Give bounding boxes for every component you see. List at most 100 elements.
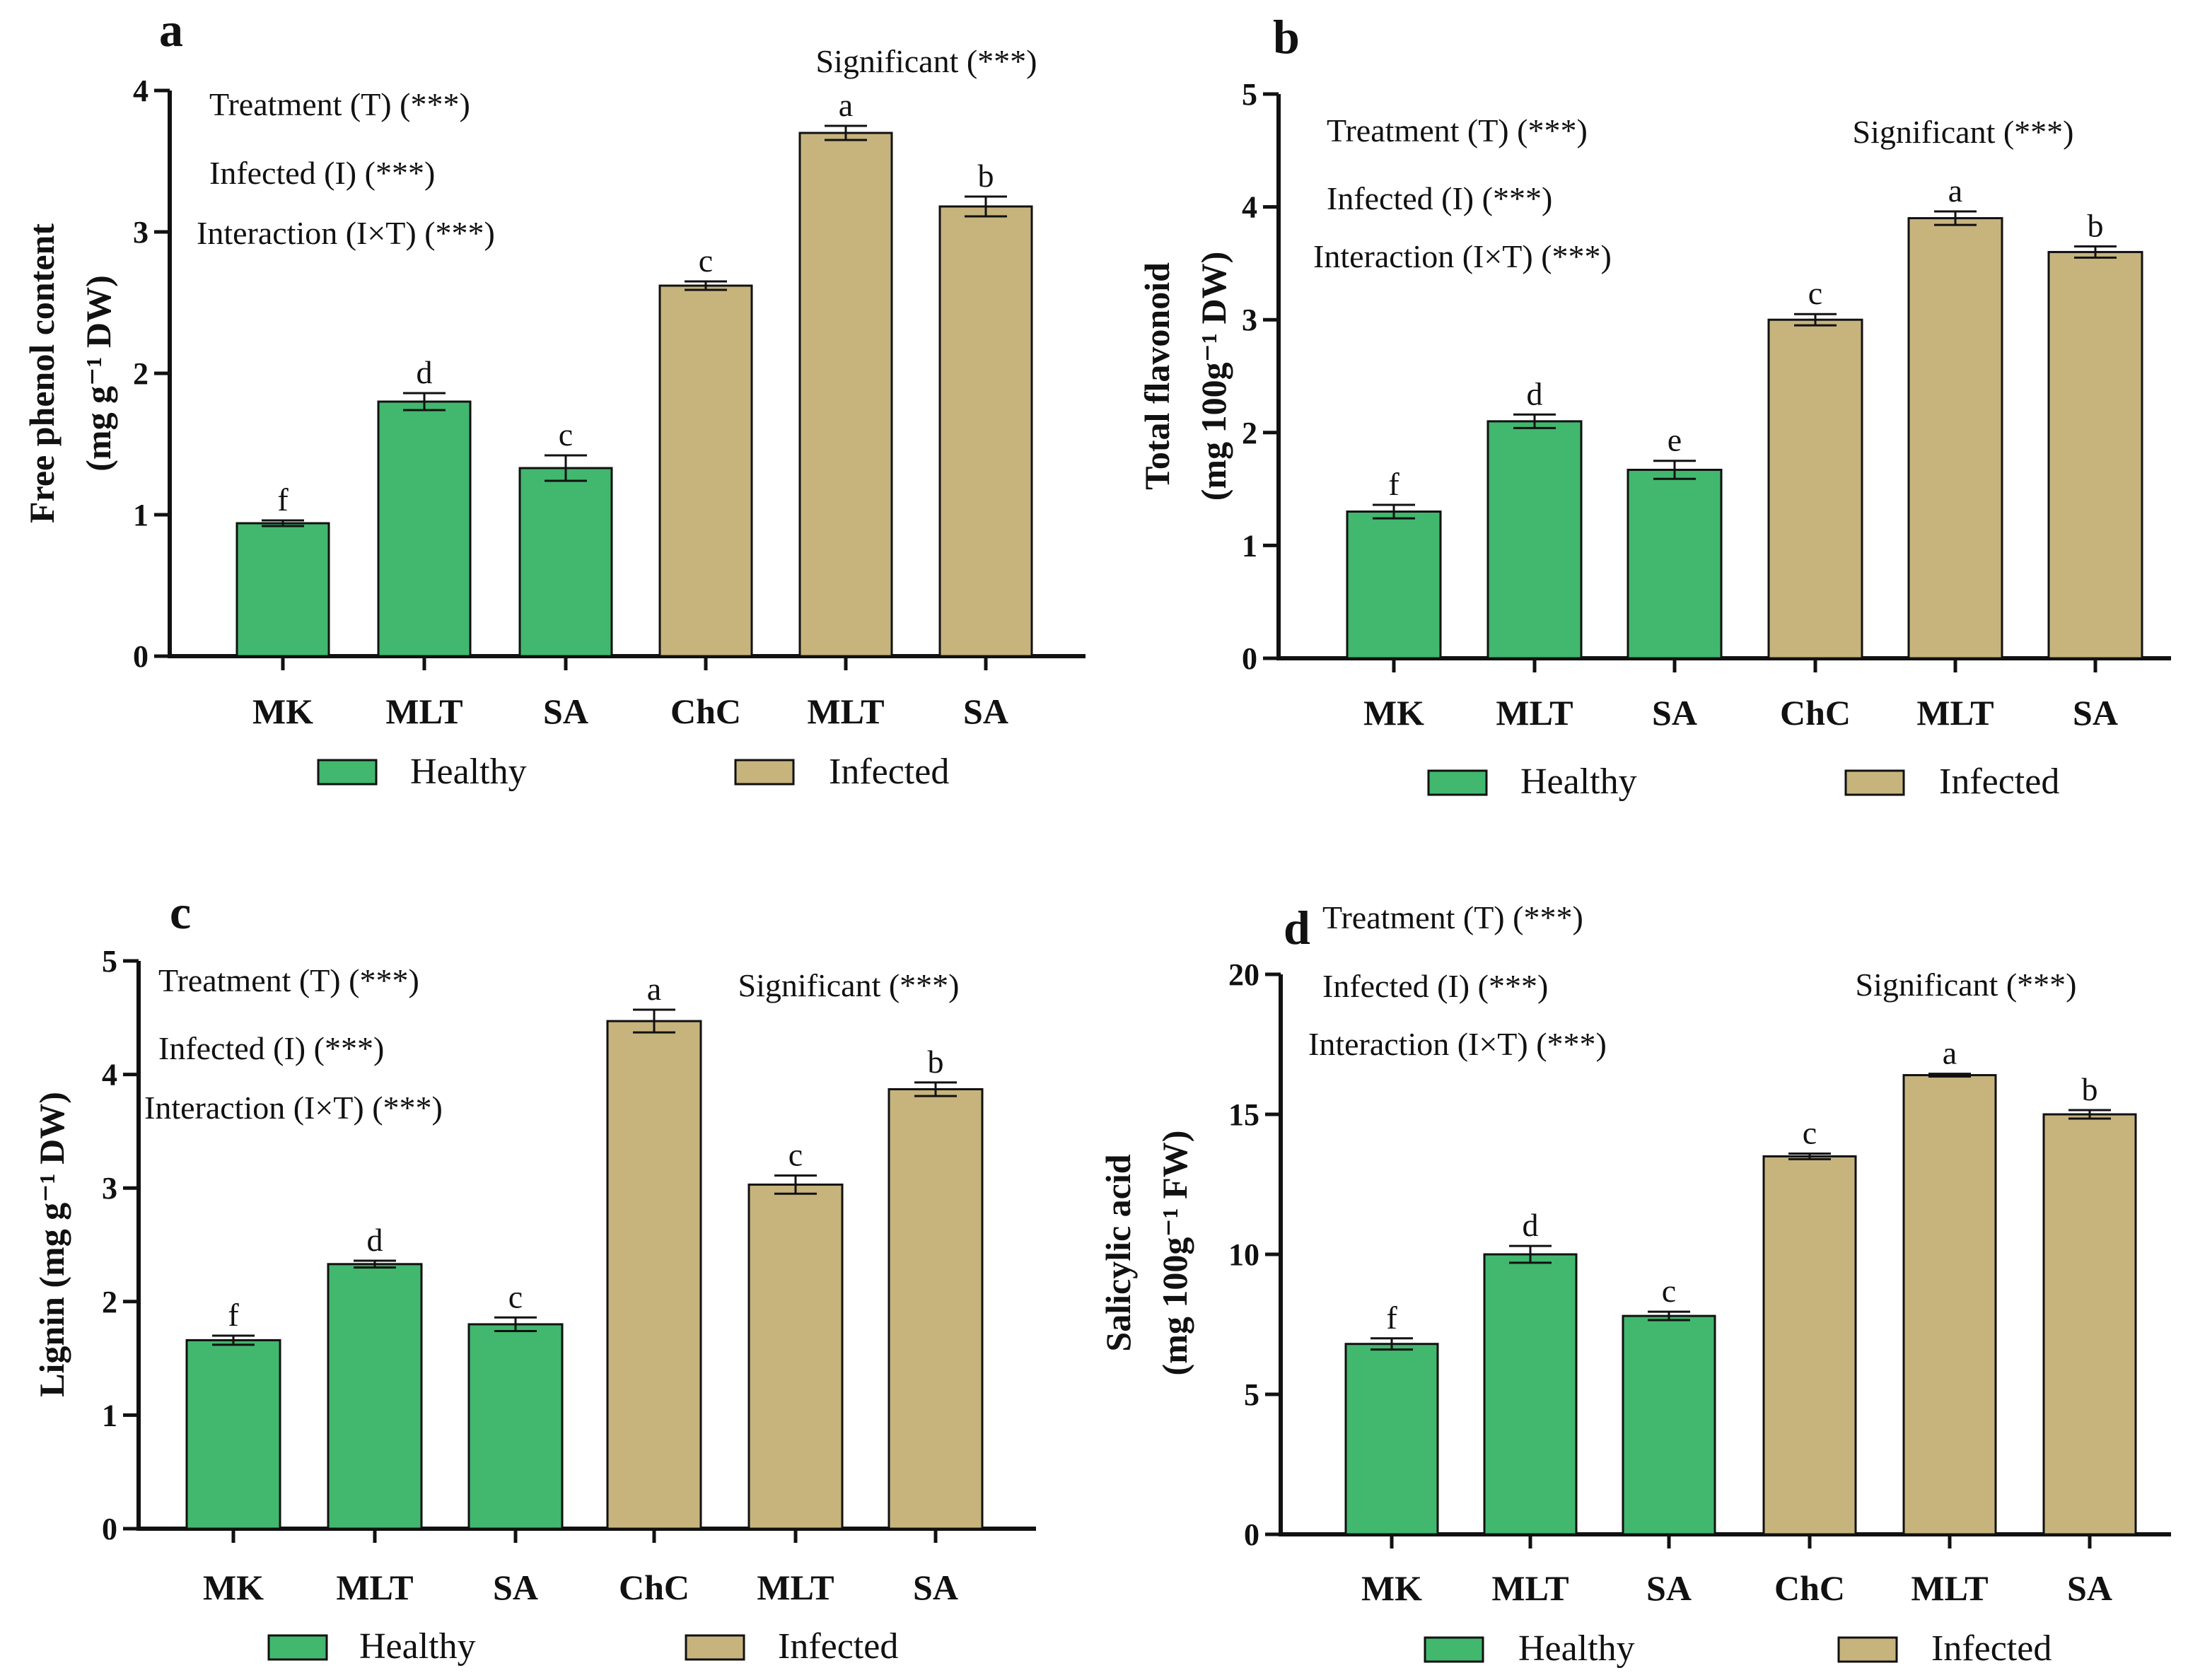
bar xyxy=(1767,318,1863,660)
error-bar xyxy=(633,1008,675,1034)
anova-annotation: Infected (I) (***) xyxy=(1322,968,1548,1004)
legend: Healthy Infected xyxy=(317,752,949,792)
anova-annotation: Treatment (T) (***) xyxy=(1322,899,1583,935)
category-label: MK xyxy=(203,1568,264,1607)
category-label: SA xyxy=(913,1568,958,1607)
legend-swatch-infected xyxy=(1837,1636,1898,1663)
category-label: MK xyxy=(1361,1568,1422,1608)
legend-label-infected: Infected xyxy=(1939,762,2059,802)
y-tick-label: 20 xyxy=(1228,957,1259,992)
error-bar xyxy=(1648,1310,1690,1322)
legend-swatch-healthy xyxy=(1427,769,1488,796)
y-tick-label: 1 xyxy=(133,498,149,532)
legend-swatch-healthy xyxy=(317,759,378,786)
category-label: SA xyxy=(963,692,1008,731)
bar xyxy=(658,284,753,658)
significance-letter: e xyxy=(1668,422,1682,458)
category-label: ChC xyxy=(619,1568,689,1607)
bar xyxy=(1902,1074,1997,1536)
error-bar xyxy=(2074,245,2117,259)
error-bar xyxy=(1513,413,1556,429)
bar xyxy=(1627,468,1723,660)
y-tick-label: 0 xyxy=(1242,641,1257,676)
legend-swatch-infected xyxy=(685,1634,745,1661)
y-tick-label: 4 xyxy=(133,74,149,108)
y-tick-label: 3 xyxy=(102,1171,117,1206)
bar xyxy=(2042,1113,2137,1536)
legend-swatch-healthy xyxy=(267,1634,328,1661)
significance-letter: d xyxy=(367,1222,383,1258)
significance-letter: b xyxy=(2088,207,2104,243)
chart-panel-c: c 0 1 2 3 4 5 Lignin (mg g⁻¹ DW) f MK d MLT c SA a ChC c… xyxy=(32,885,1036,1667)
y-tick-label: 4 xyxy=(102,1058,117,1092)
y-tick-label: 3 xyxy=(133,215,149,250)
bar xyxy=(1762,1155,1857,1536)
panel-letter: d xyxy=(1284,901,1310,955)
y-tick-label: 2 xyxy=(102,1285,117,1319)
chart-panel-d: d 0 5 10 15 20 Salicylic acid (mg 100g⁻¹ FW) f MK… xyxy=(1098,899,2171,1669)
bar xyxy=(747,1183,844,1530)
error-bar xyxy=(1373,503,1415,520)
significance-letter: c xyxy=(559,416,573,453)
category-label: MK xyxy=(1363,693,1424,733)
error-bar xyxy=(1934,210,1977,226)
error-bar xyxy=(2068,1109,2111,1120)
significance-note: Significant (***) xyxy=(1853,114,2074,150)
significance-letter: c xyxy=(789,1137,803,1173)
bar xyxy=(938,205,1033,658)
error-bar xyxy=(403,392,446,412)
y-tick-label: 0 xyxy=(133,639,149,674)
significance-letter: a xyxy=(1948,173,1962,209)
y-tick-label: 10 xyxy=(1228,1237,1259,1272)
chart-panel-b: b 0 1 2 3 4 5 Total flavonoid (mg 100g⁻¹ DW) f MK d… xyxy=(1137,10,2171,802)
y-axis-label: (mg g⁻¹ DW) xyxy=(78,275,118,471)
significance-letter: b xyxy=(978,158,994,194)
error-bar xyxy=(825,124,867,141)
significance-letter: a xyxy=(647,971,661,1007)
error-bar xyxy=(685,280,727,291)
error-bar xyxy=(1928,1073,1971,1078)
y-tick-label: 5 xyxy=(1242,77,1257,112)
significance-letter: f xyxy=(1386,1300,1397,1336)
category-label: SA xyxy=(2067,1568,2112,1608)
anova-annotation: Treatment (T) (***) xyxy=(209,86,470,122)
bar xyxy=(1907,217,2003,660)
legend-label-healthy: Healthy xyxy=(1520,762,1637,802)
error-bar xyxy=(914,1081,957,1097)
legend-label-infected: Infected xyxy=(1931,1628,2052,1669)
significance-note: Significant (***) xyxy=(738,967,960,1003)
bar xyxy=(467,1323,564,1530)
significance-letter: c xyxy=(1803,1114,1817,1150)
y-axis-label: Lignin (mg g⁻¹ DW) xyxy=(32,1092,71,1397)
y-axis-label: Salicylic acid xyxy=(1098,1154,1138,1351)
bar xyxy=(1486,420,1583,660)
bar xyxy=(327,1263,423,1530)
y-tick-label: 0 xyxy=(1244,1517,1259,1552)
panel-letter: a xyxy=(159,3,183,57)
panel-letter: b xyxy=(1273,10,1300,64)
significance-letter: b xyxy=(2082,1071,2098,1107)
y-tick-label: 1 xyxy=(1242,528,1257,563)
error-bar xyxy=(494,1316,537,1333)
significance-note: Significant (***) xyxy=(816,43,1037,79)
y-tick-label: 4 xyxy=(1242,190,1257,225)
error-bar xyxy=(212,1334,255,1346)
category-label: MLT xyxy=(385,692,462,731)
anova-annotation: Interaction (I×T) (***) xyxy=(1313,238,1612,274)
category-label: SA xyxy=(1646,1568,1692,1608)
significance-letter: d xyxy=(1527,375,1543,412)
error-bar xyxy=(1653,460,1696,480)
category-label: MLT xyxy=(1491,1568,1569,1608)
category-label: MLT xyxy=(1496,693,1573,733)
legend-label-healthy: Healthy xyxy=(359,1626,476,1667)
error-bar xyxy=(774,1174,817,1195)
category-label: ChC xyxy=(1780,693,1851,733)
significance-letter: b xyxy=(928,1044,944,1080)
bar xyxy=(888,1087,984,1530)
category-label: ChC xyxy=(670,692,741,731)
category-label: MK xyxy=(252,692,313,731)
anova-annotation: Infected (I) (***) xyxy=(209,155,435,191)
y-tick-label: 1 xyxy=(102,1398,117,1433)
panel-letter: c xyxy=(170,885,191,939)
legend-swatch-infected xyxy=(734,759,795,786)
